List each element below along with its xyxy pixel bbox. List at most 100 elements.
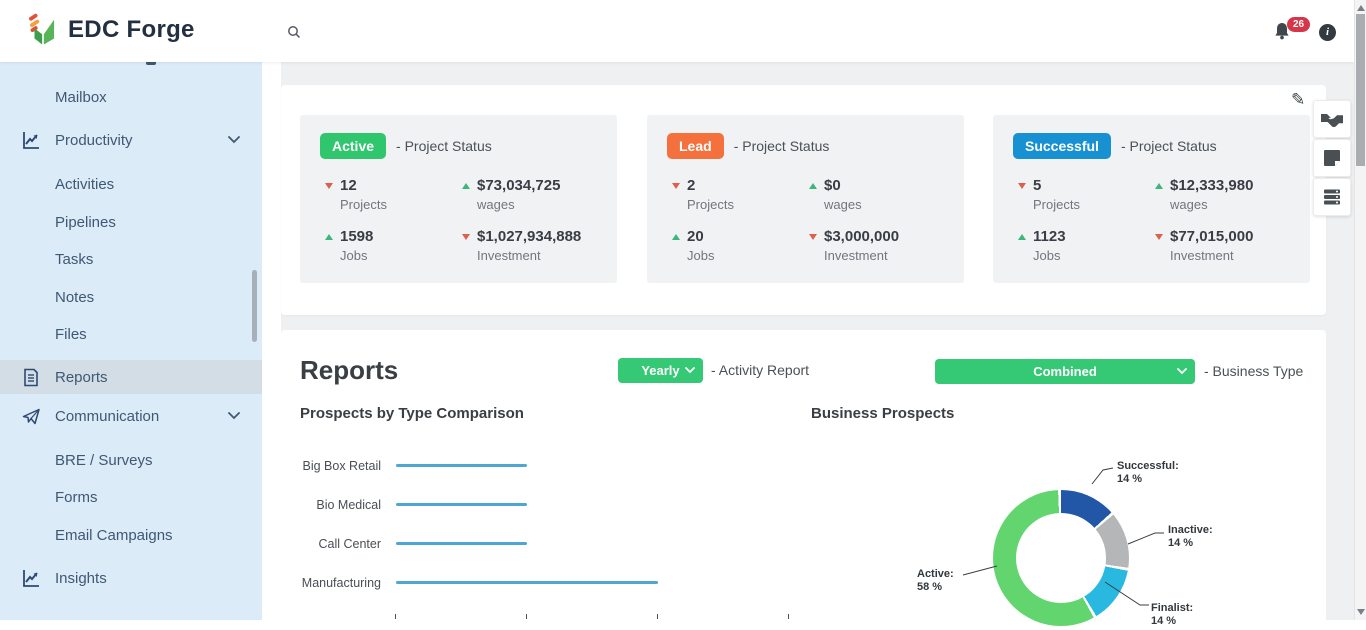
donut-chart-title: Business Prospects — [811, 405, 955, 422]
sidebar-item-label: Forms — [55, 488, 98, 506]
bar — [396, 503, 527, 506]
sidebar-item-communication[interactable]: Communication — [0, 399, 262, 433]
sidebar-item-label: Communication — [55, 407, 160, 425]
bar-category-label: Call Center — [318, 536, 381, 551]
trend-up-icon — [1155, 182, 1163, 189]
sticky-note-tool-button[interactable] — [1313, 139, 1351, 177]
handshake-icon — [1320, 111, 1344, 127]
sidebar-item-reports[interactable]: Reports — [0, 360, 262, 394]
document-icon — [22, 368, 41, 387]
sidebar-item-notes[interactable]: Notes — [0, 280, 262, 314]
sidebar-item-activities[interactable]: Activities — [0, 167, 262, 201]
sidebar-item-email-campaigns[interactable]: Email Campaigns — [0, 518, 262, 552]
sidebar-item-label: BRE / Surveys — [55, 451, 153, 469]
sidebar-item-label: Activities — [55, 175, 115, 193]
stat-projects: 12 Projects — [325, 177, 387, 212]
reports-title: Reports — [300, 355, 399, 385]
sidebar-item-pipelines[interactable]: Pipelines — [0, 205, 262, 239]
sidebar-item-label: Tasks — [55, 250, 94, 268]
sidebar-item-label: Mailbox — [55, 88, 107, 106]
status-badge[interactable]: Successful — [1013, 133, 1111, 159]
sidebar: Mailbox Productivity Activities Pipeline… — [0, 62, 262, 620]
sidebar-item-label: Insights — [55, 569, 107, 587]
chevron-down-icon — [228, 412, 240, 420]
bar-chart: Big Box Retail Bio Medical Call Center Manu… — [300, 446, 820, 602]
trend-down-icon — [462, 233, 470, 240]
page-scrollbar[interactable] — [1354, 0, 1366, 620]
business-type-label: - Business Type — [1204, 363, 1304, 379]
chevron-down-icon — [228, 136, 240, 144]
trend-down-icon — [672, 182, 680, 189]
sidebar-item-tasks[interactable]: Tasks — [0, 242, 262, 276]
bar — [396, 542, 527, 545]
chevron-down-icon — [1177, 368, 1187, 375]
axis-tick — [526, 614, 527, 619]
app-logo[interactable]: EDC Forge — [26, 13, 195, 47]
trend-up-icon — [672, 233, 680, 240]
stat-jobs: 1598 Jobs — [325, 228, 373, 263]
sidebar-item-insights[interactable]: Insights — [0, 561, 262, 595]
sidebar-item-label: Files — [55, 325, 87, 343]
bar-category-label: Bio Medical — [316, 497, 381, 512]
stat-wages: $73,034,725 wages — [462, 177, 560, 212]
axis-tick — [395, 614, 396, 619]
status-badge[interactable]: Active — [320, 133, 387, 159]
axis-tick — [657, 614, 658, 619]
scroll-down-arrow-icon[interactable] — [1357, 609, 1365, 615]
card-suffix: - Project Status — [1120, 138, 1217, 154]
stat-wages: $0 wages — [809, 177, 862, 212]
sidebar-item-bre-surveys[interactable]: BRE / Surveys — [0, 443, 262, 477]
info-icon[interactable]: i — [1319, 24, 1336, 41]
bar-row: Big Box Retail — [300, 446, 820, 485]
bar-category-label: Big Box Retail — [302, 458, 381, 473]
status-card-active: Active - Project Status 12 Projects $73,… — [300, 115, 617, 283]
activity-report-select[interactable]: Yearly — [618, 358, 703, 383]
stat-jobs: 1123 Jobs — [1018, 228, 1066, 263]
sidebar-item-forms[interactable]: Forms — [0, 480, 262, 514]
trend-up-icon — [809, 182, 817, 189]
chart-line-icon — [22, 569, 41, 588]
top-bar: EDC Forge 26 i — [0, 0, 1354, 62]
trend-down-icon — [1018, 182, 1026, 189]
bar-row: Bio Medical — [300, 485, 820, 524]
pie-label-inactive: Inactive 14 % — [1168, 524, 1213, 549]
selected-value: Combined — [1033, 364, 1097, 379]
pie-label-finalist: Finalist 14 % — [1151, 602, 1193, 627]
bar-row: Call Center — [300, 524, 820, 563]
status-card-successful: Successful - Project Status 5 Projects $… — [993, 115, 1310, 283]
sidebar-item-label: Productivity — [55, 131, 133, 149]
stat-jobs: 20 Jobs — [672, 228, 714, 263]
trend-up-icon — [325, 233, 333, 240]
trend-down-icon — [809, 233, 817, 240]
selected-value: Yearly — [641, 363, 680, 378]
bar-row: Manufacturing — [300, 563, 820, 602]
business-type-select[interactable]: Combined — [935, 359, 1195, 384]
bar — [396, 464, 527, 467]
bar-chart-title: Prospects by Type Comparison — [300, 405, 524, 422]
scroll-up-arrow-icon[interactable] — [1357, 5, 1365, 11]
stat-wages: $12,333,980 wages — [1155, 177, 1253, 212]
stat-projects: 5 Projects — [1018, 177, 1080, 212]
activity-report-label: - Activity Report — [711, 362, 810, 378]
sidebar-item-mailbox[interactable]: Mailbox — [0, 80, 262, 114]
donut-chart — [993, 490, 1129, 626]
server-list-tool-button[interactable] — [1313, 178, 1351, 216]
sidebar-item-files[interactable]: Files — [0, 317, 262, 351]
sidebar-item-label: Notes — [55, 288, 95, 306]
sidebar-item-label: Pipelines — [55, 213, 116, 231]
handshake-tool-button[interactable] — [1313, 100, 1351, 138]
trend-down-icon — [325, 182, 333, 189]
status-badge[interactable]: Lead — [667, 133, 724, 159]
trend-up-icon — [1018, 233, 1026, 240]
trend-down-icon — [1155, 233, 1163, 240]
sidebar-item-productivity[interactable]: Productivity — [0, 123, 262, 157]
scrollbar-thumb[interactable] — [1356, 14, 1365, 166]
sidebar-scrollbar[interactable] — [252, 270, 257, 342]
notification-count-badge[interactable]: 26 — [1287, 17, 1311, 32]
stat-projects: 2 Projects — [672, 177, 734, 212]
stat-investment: $3,000,000 Investment — [809, 228, 899, 263]
notifications-bell-icon[interactable] — [1272, 21, 1294, 43]
card-suffix: - Project Status — [733, 138, 830, 154]
search-icon[interactable] — [286, 24, 304, 42]
edit-pencil-icon[interactable]: ✎ — [1291, 90, 1306, 109]
